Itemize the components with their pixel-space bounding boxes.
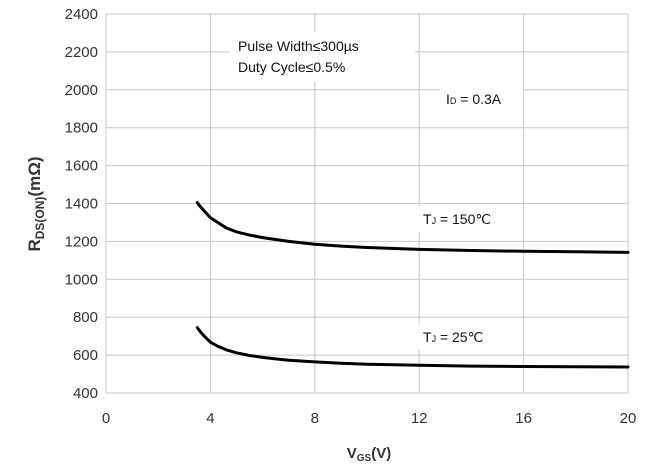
grid xyxy=(105,13,629,394)
y-axis-title-suffix: (mΩ) xyxy=(25,156,44,196)
y-tick-label: 400 xyxy=(73,385,98,402)
y-axis-title-sub: DS(ON) xyxy=(33,197,47,240)
tick-labels: 400 600 800 1000 1200 1400 1600 1800 2000 2200 240… xyxy=(65,6,637,427)
y-tick-label: 800 xyxy=(73,309,98,326)
series xyxy=(195,201,630,369)
annotation-tj150-sub: J xyxy=(432,216,437,226)
annotation-tj150-bg xyxy=(418,206,520,232)
x-tick-label: 4 xyxy=(206,410,214,427)
x-tick-label: 12 xyxy=(411,410,428,427)
x-axis-title-main: V xyxy=(347,445,357,462)
y-tick-label: 2200 xyxy=(65,44,98,61)
annotation-tj150: TJ = 150℃ xyxy=(418,206,520,232)
y-tick-label: 1800 xyxy=(65,120,98,137)
annotation-pulse-bg xyxy=(229,32,415,82)
y-axis-title-main: R xyxy=(25,239,44,251)
x-axis-title-sub: GS xyxy=(357,453,372,464)
y-tick-label: 1400 xyxy=(65,196,98,213)
y-tick-label: 2000 xyxy=(65,82,98,99)
y-tick-label: 1000 xyxy=(65,271,98,288)
annotation-id-main: I xyxy=(446,91,450,107)
annotation-tj150-text: TJ = 150℃ xyxy=(423,211,491,227)
annotation-tj25-text: TJ = 25℃ xyxy=(423,329,483,345)
annotation-id-text: ID = 0.3A xyxy=(446,91,502,107)
annotation-id-rest: = 0.3A xyxy=(456,91,501,107)
annotation-id: ID = 0.3A xyxy=(440,84,522,112)
annotation-tj25-main: T xyxy=(423,329,432,345)
y-tick-label: 2400 xyxy=(65,6,98,23)
annotation-pulse-line-2: Duty Cycle≤0.5% xyxy=(238,59,345,75)
y-tick-label: 600 xyxy=(73,347,98,364)
annotation-tj25-sub: J xyxy=(432,334,437,344)
series-line-1 xyxy=(195,326,630,369)
annotation-tj25: TJ = 25℃ xyxy=(418,324,510,350)
y-axis-title: RDS(ON)(mΩ) xyxy=(25,156,47,251)
x-axis-title: VGS(V) xyxy=(347,445,391,464)
x-axis-title-suffix: (V) xyxy=(371,445,391,462)
annotation-id-bg xyxy=(440,84,522,112)
annotation-tj150-main: T xyxy=(423,211,432,227)
series-line-0 xyxy=(195,201,630,254)
annotation-pulse-box: Pulse Width≤300µs Duty Cycle≤0.5% xyxy=(229,32,415,82)
x-tick-label: 8 xyxy=(311,410,319,427)
x-tick-label: 20 xyxy=(620,410,637,427)
annotation-tj25-rest: = 25℃ xyxy=(436,329,483,345)
annotation-tj25-bg xyxy=(418,324,510,350)
y-tick-label: 1200 xyxy=(65,233,98,250)
annotation-tj150-rest: = 150℃ xyxy=(436,211,491,227)
x-tick-label: 16 xyxy=(515,410,532,427)
annotation-id-sub: D xyxy=(450,96,457,106)
y-tick-label: 1600 xyxy=(65,158,98,175)
annotation-pulse-line-1: Pulse Width≤300µs xyxy=(238,38,359,54)
x-tick-label: 0 xyxy=(102,410,110,427)
